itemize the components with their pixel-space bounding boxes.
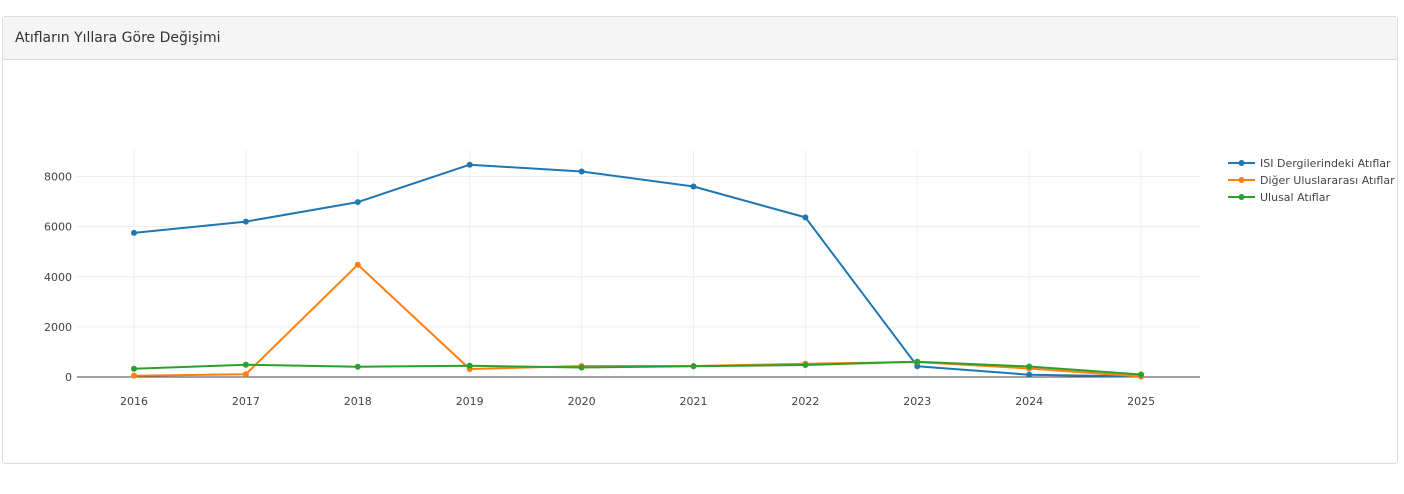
data-point[interactable] — [242, 361, 249, 368]
legend-item[interactable]: Ulusal Atıflar — [1228, 191, 1330, 204]
x-tick-label: 2023 — [903, 395, 931, 408]
data-point[interactable] — [578, 168, 585, 175]
legend-item[interactable]: ISI Dergilerindeki Atıflar — [1228, 157, 1391, 170]
x-tick-label: 2021 — [680, 395, 708, 408]
series-layer — [131, 161, 1145, 380]
x-tick-label: 2017 — [232, 395, 260, 408]
legend-label: Ulusal Atıflar — [1260, 191, 1330, 204]
data-point[interactable] — [1138, 371, 1145, 378]
grid-layer — [77, 150, 1200, 377]
data-point[interactable] — [1026, 363, 1033, 370]
data-point[interactable] — [354, 199, 361, 206]
data-point[interactable] — [354, 261, 361, 268]
series-group — [131, 358, 1145, 378]
series-group — [131, 261, 1145, 380]
data-point[interactable] — [131, 365, 137, 372]
y-tick-label: 0 — [65, 371, 72, 384]
series-group — [131, 161, 1145, 380]
data-point[interactable] — [578, 364, 585, 371]
data-point[interactable] — [802, 361, 809, 368]
legend-item[interactable]: Diğer Uluslararası Atıflar — [1228, 174, 1395, 187]
axis-layer: 0 2000 4000 6000 8000 2016 2017 2018 2019 2020 202… — [44, 171, 1200, 408]
legend-label: ISI Dergilerindeki Atıflar — [1260, 157, 1391, 170]
legend-marker — [1238, 194, 1245, 200]
x-tick-label: 2019 — [456, 395, 484, 408]
x-tick-label: 2020 — [568, 395, 596, 408]
y-tick-label: 6000 — [44, 221, 72, 234]
x-tick-label: 2024 — [1015, 395, 1043, 408]
series-line — [133, 263, 1142, 378]
data-point[interactable] — [466, 362, 473, 369]
data-point[interactable] — [1026, 371, 1033, 378]
data-point[interactable] — [802, 214, 809, 221]
data-point[interactable] — [354, 363, 361, 370]
panel-heading: Atıfların Yıllara Göre Değişimi — [3, 17, 1397, 60]
series-line — [133, 360, 1142, 376]
x-tick-label: 2016 — [120, 395, 148, 408]
chart-panel: Atıfların Yıllara Göre Değişimi — [2, 16, 1398, 464]
legend-marker — [1238, 177, 1245, 183]
series-line — [133, 163, 1142, 378]
x-tick-label: 2022 — [791, 395, 819, 408]
data-point[interactable] — [690, 183, 697, 190]
x-tick-label: 2018 — [344, 395, 372, 408]
y-tick-label: 4000 — [44, 271, 72, 284]
data-point[interactable] — [690, 363, 697, 370]
legend-marker — [1238, 160, 1245, 166]
data-point[interactable] — [466, 161, 473, 168]
data-point[interactable] — [242, 218, 249, 225]
legend-label: Diğer Uluslararası Atıflar — [1260, 174, 1395, 187]
data-point[interactable] — [914, 363, 921, 370]
panel-title: Atıfların Yıllara Göre Değişimi — [15, 30, 221, 46]
y-tick-label: 8000 — [44, 171, 72, 184]
data-point[interactable] — [131, 229, 137, 236]
x-tick-label: 2025 — [1127, 395, 1155, 408]
data-point[interactable] — [914, 358, 921, 365]
data-point[interactable] — [242, 371, 249, 378]
data-point[interactable] — [131, 372, 137, 379]
legend[interactable]: ISI Dergilerindeki Atıflar Diğer Uluslara… — [1228, 157, 1395, 204]
y-tick-label: 2000 — [44, 321, 72, 334]
